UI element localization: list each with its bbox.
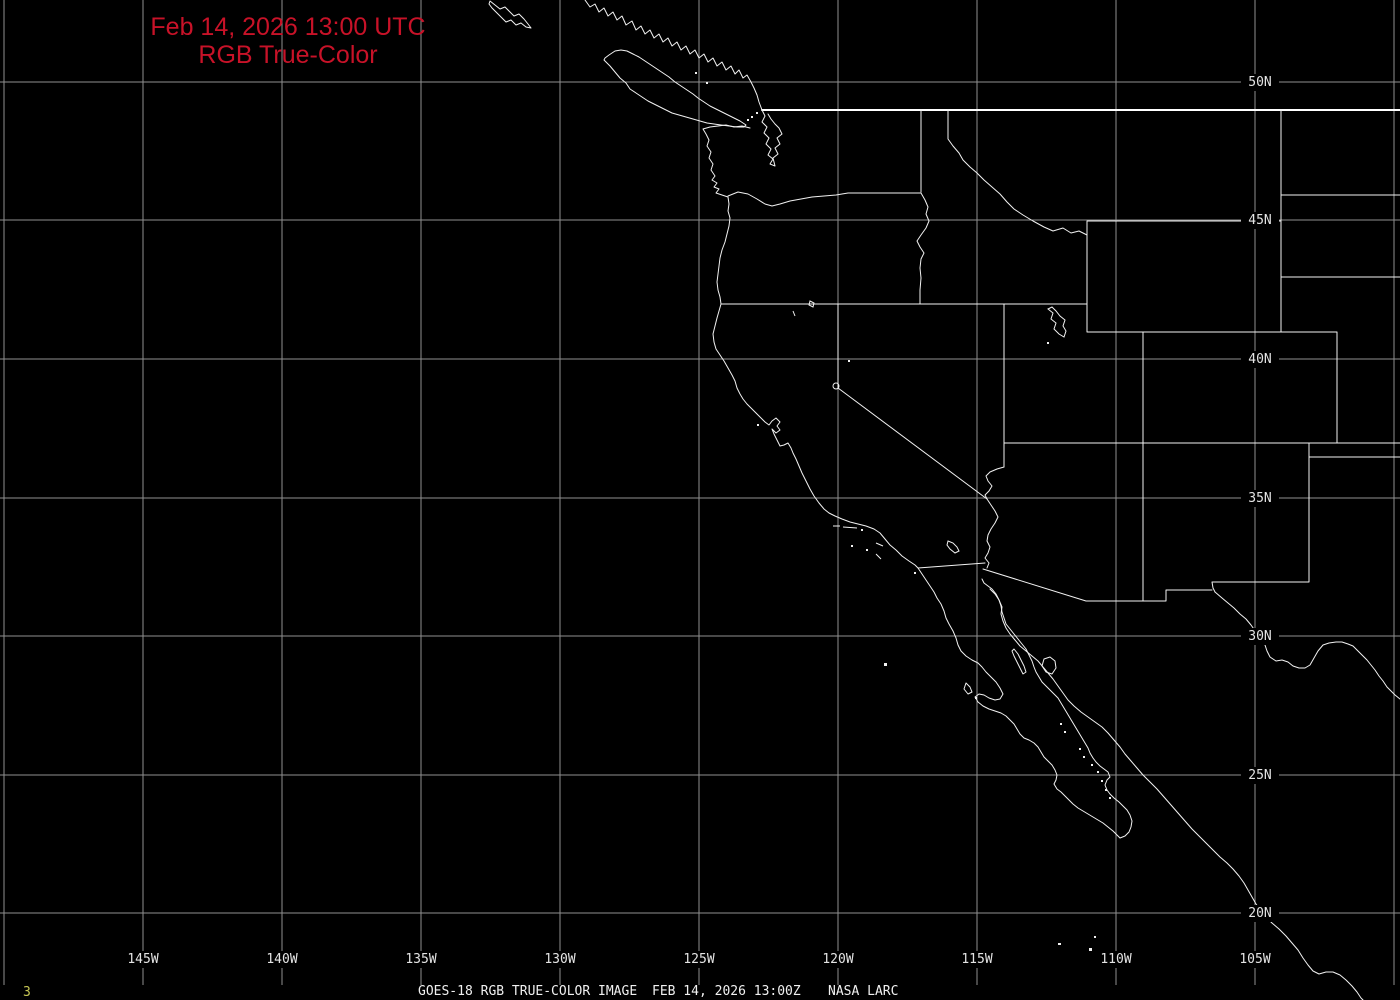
bc-island-chain-coast (488, 0, 532, 29)
small-island-dots (695, 72, 1111, 951)
lat-label-25n: 25N (1241, 767, 1279, 784)
lon-label-125w: 125W (678, 951, 720, 968)
rio-grande-border (1214, 591, 1400, 700)
salton-sea (946, 540, 960, 554)
great-salt-lake (1047, 306, 1067, 338)
coastlines (488, 0, 1364, 1000)
header-timestamp: Feb 14, 2026 13:00 UTC (150, 13, 426, 41)
lon-label-145w: 145W (122, 951, 164, 968)
lon-label-115w: 115W (956, 951, 998, 968)
baja-california-coast (917, 567, 1133, 839)
lon-label-140w: 140W (261, 951, 303, 968)
grid-vertical-lines (3, 0, 1395, 985)
footer-credit-caption: NASA LARC (828, 984, 899, 999)
isla-cedros (963, 682, 973, 695)
frame-number: 3 (23, 985, 31, 1000)
footer-product-caption: GOES-18 RGB TRUE-COLOR IMAGE (418, 984, 638, 999)
header-product: RGB True-Color (198, 41, 378, 69)
lat-label-50n: 50N (1241, 74, 1279, 91)
image-header: Feb 14, 2026 13:00 UTC RGB True-Color (118, 13, 458, 69)
lon-label-135w: 135W (400, 951, 442, 968)
colorado-river-border (984, 466, 1005, 569)
goose-lake (808, 300, 815, 308)
lon-label-105w: 105W (1234, 951, 1276, 968)
lat-label-35n: 35N (1241, 490, 1279, 507)
lat-label-30n: 30N (1241, 628, 1279, 645)
sonora-mainland-coast (989, 588, 1364, 1000)
vancouver-island-coast (603, 49, 747, 128)
lat-label-20n: 20N (1241, 905, 1279, 922)
lakes (808, 300, 1067, 554)
state-borders (720, 109, 1400, 602)
footer-time-caption: FEB 14, 2026 13:00Z (652, 984, 801, 999)
lat-label-45n: 45N (1241, 212, 1279, 229)
islands (695, 72, 1111, 951)
isla-angel-de-la-guarda (1011, 648, 1027, 675)
pacific-coast-us (702, 124, 919, 569)
lake-tahoe (832, 382, 840, 390)
us-mexico-border (917, 562, 1213, 602)
political-borders (720, 109, 1400, 700)
lon-label-130w: 130W (539, 951, 581, 968)
bc-mainland-fjord-coast (584, 0, 783, 167)
lat-label-40n: 40N (1241, 351, 1279, 368)
isla-tiburon (1041, 656, 1057, 675)
lon-label-120w: 120W (817, 951, 859, 968)
lon-label-110w: 110W (1095, 951, 1137, 968)
channel-islands-dashes (792, 310, 884, 560)
grid-horizontal-lines (0, 81, 1400, 914)
